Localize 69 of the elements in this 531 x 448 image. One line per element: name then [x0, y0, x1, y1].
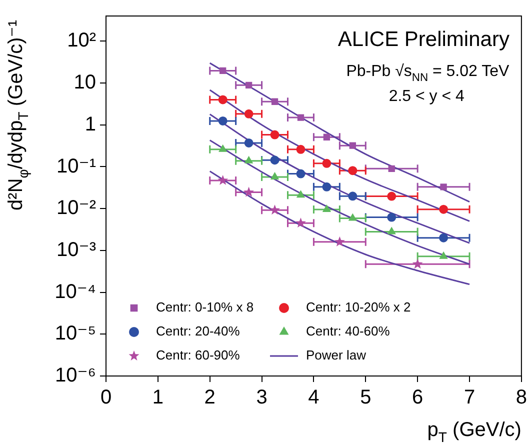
point: [348, 214, 357, 221]
point: [296, 169, 306, 178]
y-tick-label: 10⁻⁵: [54, 322, 96, 345]
y-tick-label: 10⁻⁴: [54, 280, 96, 303]
point: [387, 192, 396, 201]
line-series: [209, 89, 470, 222]
point: [270, 156, 280, 165]
point: [244, 186, 254, 197]
y-tick-label: 10: [74, 72, 96, 94]
point: [218, 144, 227, 152]
point: [296, 218, 306, 228]
point: [296, 144, 306, 154]
point: [388, 165, 395, 172]
legend-label: Centr: 40-60%: [306, 324, 390, 339]
point: [440, 252, 448, 259]
x-tick-label: 0: [100, 386, 112, 409]
point: [322, 205, 331, 212]
point: [244, 138, 254, 148]
y-tick-label: 10²: [67, 30, 96, 52]
point: [271, 98, 278, 105]
point: [270, 204, 280, 215]
point: [439, 233, 448, 242]
legend-label: Centr: 20-40%: [156, 324, 240, 339]
point: [322, 158, 332, 168]
point: [440, 184, 447, 190]
point: [412, 258, 423, 269]
legend-label: Centr: 0-10% x 8: [156, 300, 254, 315]
annotation: ALICE Preliminary: [338, 28, 510, 51]
y-tick-label: 10⁻¹: [56, 155, 96, 178]
point: [334, 236, 345, 246]
x-tick-label: 3: [256, 386, 268, 409]
legend-label: Centr: 10-20% x 2: [306, 300, 411, 315]
y-tick-label: 10⁻³: [56, 238, 96, 261]
point: [439, 204, 448, 214]
line-series: [209, 113, 470, 244]
point: [349, 142, 356, 149]
point: [296, 190, 305, 198]
y-tick-label: 1: [84, 113, 96, 136]
y-tick-label: 10⁻²: [56, 197, 96, 220]
point: [244, 109, 254, 118]
point: [270, 130, 280, 140]
y-axis-title: d²Nφ/dydpT (GeV/c)⁻¹: [5, 20, 31, 210]
x-tick-label: 7: [464, 386, 476, 409]
x-tick-label: 2: [204, 386, 216, 409]
annotation: 2.5 < y < 4: [388, 88, 465, 105]
point: [388, 227, 396, 234]
point: [244, 156, 253, 164]
point: [387, 212, 396, 222]
x-tick-label: 4: [308, 386, 320, 409]
point: [218, 95, 228, 104]
x-tick-label: 5: [360, 386, 372, 409]
x-tick-label: 8: [516, 386, 527, 409]
legend-label: Centr: 60-90%: [156, 348, 240, 363]
point: [348, 166, 358, 176]
point: [297, 114, 304, 121]
y-tick-label: 10⁻⁶: [54, 364, 96, 387]
point: [270, 172, 279, 180]
point: [323, 134, 330, 140]
point: [245, 82, 252, 88]
point: [348, 192, 358, 201]
point: [220, 67, 226, 74]
line-series: [209, 170, 470, 286]
x-tick-label: 1: [152, 386, 164, 409]
legend-label: Power law: [306, 348, 367, 363]
x-tick-label: 6: [412, 386, 424, 409]
line-series: [209, 139, 470, 265]
point: [322, 182, 332, 192]
point: [218, 174, 228, 185]
point: [218, 116, 228, 126]
